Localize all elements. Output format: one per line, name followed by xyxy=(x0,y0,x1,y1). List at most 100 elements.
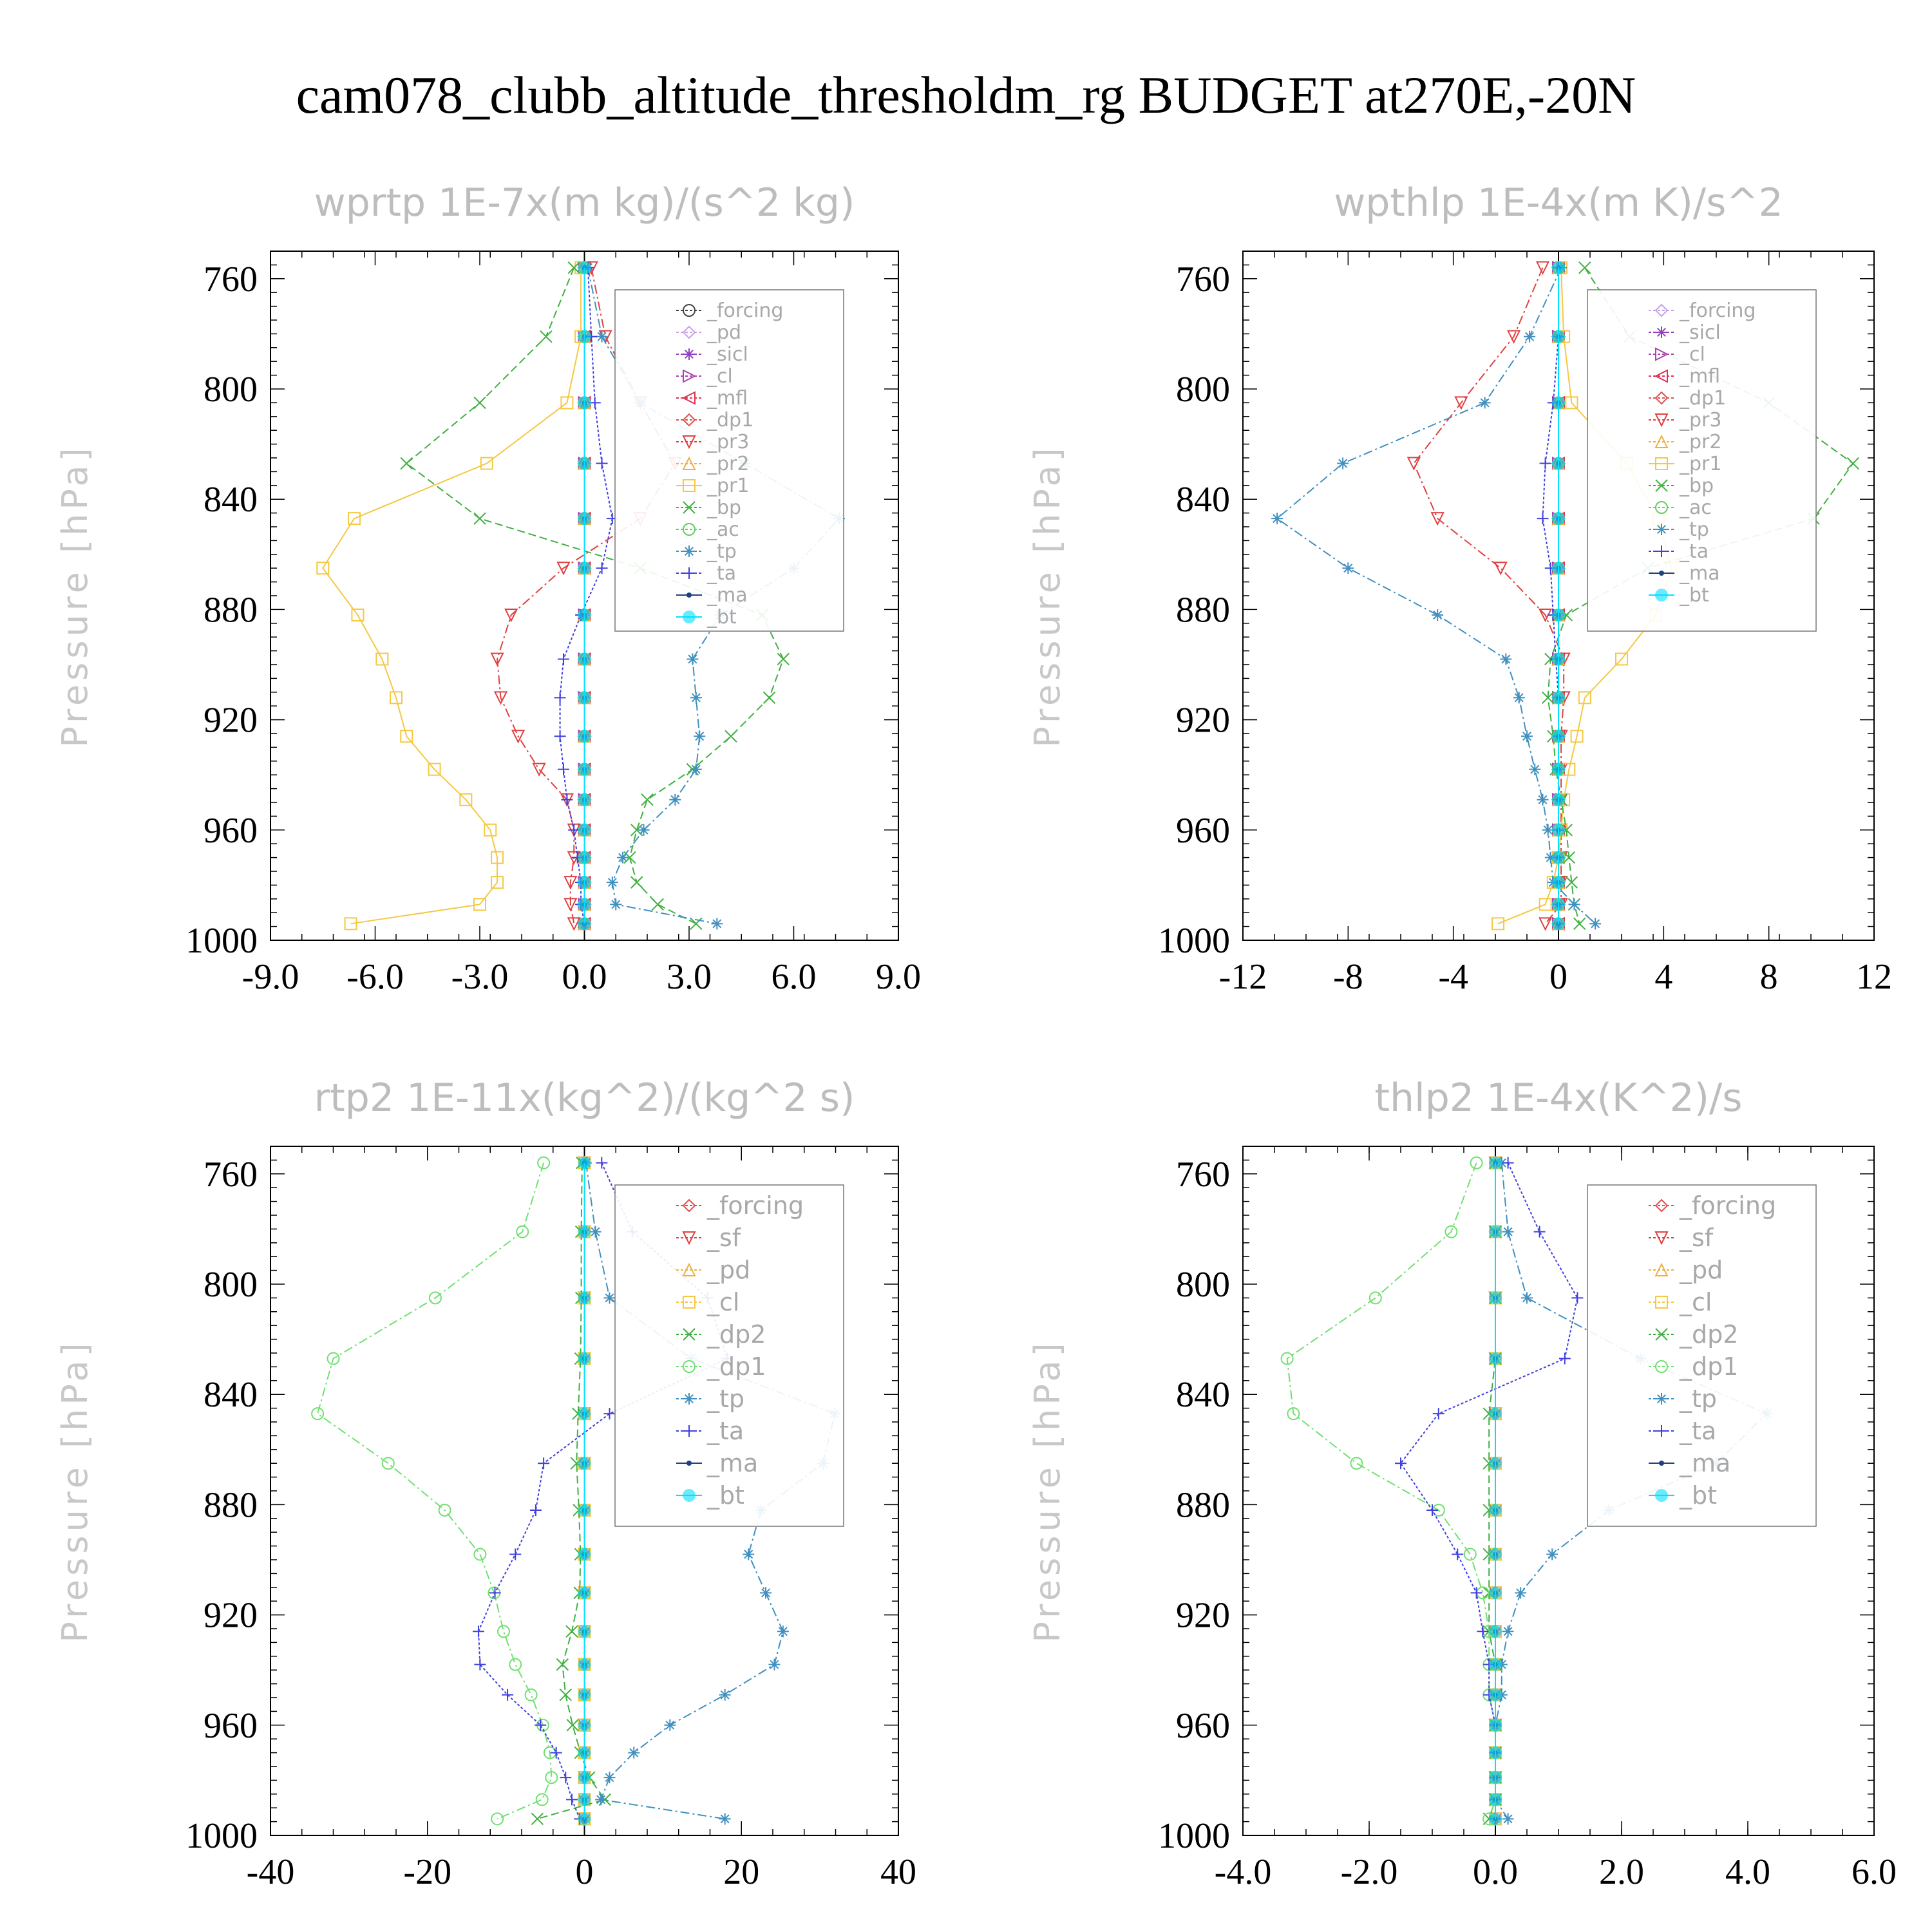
x-tick-label: 0.0 xyxy=(562,957,607,997)
data-point_tp xyxy=(719,1813,731,1825)
legend-label_ma: _ma xyxy=(706,1449,758,1477)
series-line_dp2 xyxy=(537,1162,606,1820)
data-point_bt xyxy=(1489,1352,1502,1365)
data-point_tp xyxy=(595,1794,607,1806)
legend-label_ta: _ta xyxy=(1679,1417,1716,1445)
legend-label_cl: _cl xyxy=(706,365,733,388)
legend-marker_pd xyxy=(1654,1262,1669,1276)
data-point_bt xyxy=(1489,1625,1502,1638)
data-point_bt xyxy=(1552,608,1565,621)
legend-label_pr1: _pr1 xyxy=(1679,453,1721,475)
data-point_tp xyxy=(743,1548,755,1560)
data-point_bp xyxy=(630,876,643,889)
data-point_bt xyxy=(1489,1225,1502,1238)
data-point_ta xyxy=(1395,1457,1406,1470)
data-point_bt xyxy=(578,793,591,806)
x-tick-label: 9.0 xyxy=(876,957,921,997)
panel-2: wpthlp 1E-4x(m K)/s^27608008408809209601… xyxy=(1027,180,1892,997)
series_bt xyxy=(578,1156,591,1826)
data-point_bt xyxy=(1552,512,1565,526)
x-tick-label: -20 xyxy=(403,1852,451,1892)
data-point_bt xyxy=(1489,1156,1502,1170)
data-point_pr3 xyxy=(1493,562,1508,576)
y-tick-label: 840 xyxy=(204,480,258,520)
x-tick-label: -4.0 xyxy=(1215,1852,1272,1892)
y-tick-label: 920 xyxy=(204,701,258,741)
data-point_dp1 xyxy=(491,1812,504,1826)
legend-marker_bp xyxy=(1655,479,1668,492)
data-point_tp xyxy=(1271,513,1283,525)
data-point_bt xyxy=(578,1586,591,1600)
data-point_pr3 xyxy=(532,762,546,777)
legend: _forcing _sf _pd _cl _dp2 _dp1 _tp _ta _ma _bt xyxy=(614,1184,844,1527)
legend-marker_forcing xyxy=(1654,303,1669,317)
data-point_pr1 xyxy=(400,730,413,743)
y-tick-label: 800 xyxy=(1176,370,1230,410)
y-axis-label: Pressure [hPa] xyxy=(55,1339,95,1642)
data-point_dp1 xyxy=(1368,1291,1382,1305)
legend-marker_cl xyxy=(683,1296,696,1309)
data-point_ta xyxy=(529,1504,542,1516)
legend-marker_ta xyxy=(683,1425,695,1437)
data-point_ta xyxy=(502,1689,514,1701)
legend-label_cl: _cl xyxy=(1679,343,1705,366)
legend-marker_pr3 xyxy=(682,435,696,450)
data-point_dp1 xyxy=(473,1548,487,1561)
legend-label_bp: _bp xyxy=(1679,475,1714,497)
data-point_tp xyxy=(628,1747,640,1759)
y-tick-label: 760 xyxy=(1176,260,1230,299)
data-point_dp1 xyxy=(535,1793,549,1806)
legend-label_ta: _ta xyxy=(706,1417,744,1445)
x-tick-label: 40 xyxy=(880,1852,916,1892)
y-axis-label: Pressure [hPa] xyxy=(1027,444,1068,747)
legend-marker_ma xyxy=(687,1461,692,1466)
data-point_tp xyxy=(1537,793,1549,806)
data-point_bt xyxy=(1552,793,1565,806)
data-point_bt xyxy=(578,730,591,743)
y-tick-label: 760 xyxy=(204,260,258,299)
data-point_bt xyxy=(1552,917,1565,931)
data-point_dp1 xyxy=(537,1156,551,1170)
panel-title: wpthlp 1E-4x(m K)/s^2 xyxy=(1334,180,1783,225)
data-point_dp1 xyxy=(497,1625,510,1638)
data-point_bt xyxy=(578,396,591,410)
x-tick-label: 12 xyxy=(1856,957,1892,997)
data-point_dp2 xyxy=(556,1658,569,1671)
legend-label_bt: _bt xyxy=(1679,1481,1717,1510)
legend-box xyxy=(1587,289,1817,632)
data-point_bt xyxy=(1552,762,1565,776)
legend-marker_forcing xyxy=(683,304,696,317)
y-tick-label: 800 xyxy=(204,370,258,410)
data-point_bt xyxy=(578,876,591,889)
data-point_bt xyxy=(578,457,591,470)
panel-1: wprtp 1E-7x(m kg)/(s^2 kg) 760 800 840 880 92… xyxy=(55,180,921,997)
legend-label_tp: _tp xyxy=(706,1385,744,1413)
data-point_dp1 xyxy=(516,1225,529,1238)
panel-4: thlp2 1E-4x(K^2)/s 760 800 840 880 920 960 1000… xyxy=(1027,1075,1897,1892)
data-point_ta xyxy=(1470,1587,1482,1599)
legend-label_tp: _tp xyxy=(1679,518,1709,541)
data-point_tp xyxy=(1500,653,1512,665)
data-point_bt xyxy=(1552,330,1565,343)
series-line_dp1 xyxy=(316,1162,553,1820)
data-point_dp1 xyxy=(1470,1156,1483,1170)
data-point_pr3 xyxy=(511,730,526,744)
legend-marker_cl xyxy=(1655,1296,1668,1309)
data-point_bt xyxy=(578,851,591,864)
legend-label_bp: _bp xyxy=(706,497,741,519)
data-point_ta xyxy=(1426,1504,1438,1516)
legend: _forcing _sf _pd _cl _dp2 _dp1 _tp _ta _ma _bt xyxy=(1587,1184,1817,1527)
legend-marker_tp xyxy=(1656,1393,1667,1405)
data-point_tp xyxy=(1502,1813,1514,1825)
legend-box xyxy=(1587,1184,1817,1527)
data-point_tp xyxy=(1589,918,1602,930)
legend-label_dp1: _dp1 xyxy=(706,409,753,431)
x-tick-label: 4 xyxy=(1654,957,1672,997)
data-point_bp xyxy=(473,512,486,525)
y-tick-label: 1000 xyxy=(1158,1816,1230,1856)
data-point_bt xyxy=(1489,1548,1502,1561)
y-tick-label: 840 xyxy=(1176,480,1230,520)
legend-label_forcing: _forcing xyxy=(706,299,783,322)
legend-label_pr3: _pr3 xyxy=(706,431,749,453)
data-point_tp xyxy=(1529,763,1541,775)
